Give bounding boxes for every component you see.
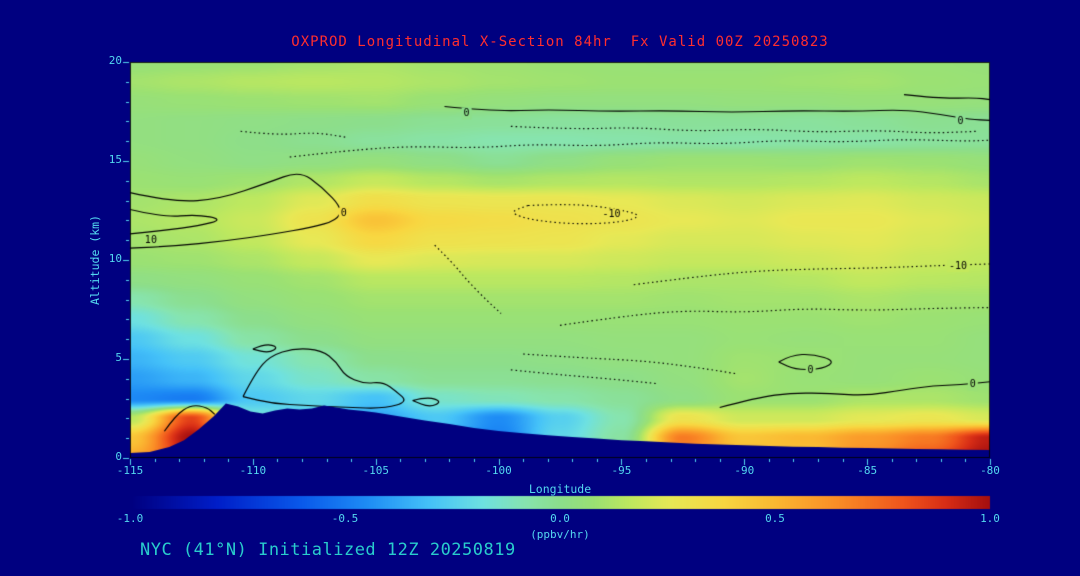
colorbar-tick-label: 0.0 [550, 512, 570, 525]
x-tick-label: -115 [116, 464, 144, 477]
y-tick-label: 0 [115, 450, 122, 463]
chart-title: OXPROD Longitudinal X-Section 84hr Fx Va… [291, 34, 829, 50]
footer-text: NYC (41°N) Initialized 12Z 20250819 [140, 540, 516, 560]
colorbar-tick-label: -1.0 [116, 512, 144, 525]
y-tick-label: 10 [108, 252, 122, 265]
x-tick-label: -105 [362, 464, 389, 477]
colorbar-units: (ppbv/hr) [530, 528, 590, 541]
x-axis-label: Longitude [528, 482, 592, 496]
colorbar-tick-label: -0.5 [331, 512, 359, 525]
x-tick-label: -100 [485, 464, 512, 477]
x-tick-label: -95 [611, 464, 632, 477]
x-tick-label: -80 [980, 464, 1000, 477]
x-tick-label: -90 [734, 464, 755, 477]
y-tick-label: 15 [108, 153, 122, 166]
x-tick-label: -85 [857, 464, 878, 477]
colorbar-tick-label: 0.5 [765, 512, 785, 525]
colorbar-tick-label: 1.0 [980, 512, 1000, 525]
y-tick-label: 20 [108, 54, 122, 67]
y-tick-label: 5 [115, 351, 122, 364]
x-tick-label: -110 [239, 464, 267, 477]
